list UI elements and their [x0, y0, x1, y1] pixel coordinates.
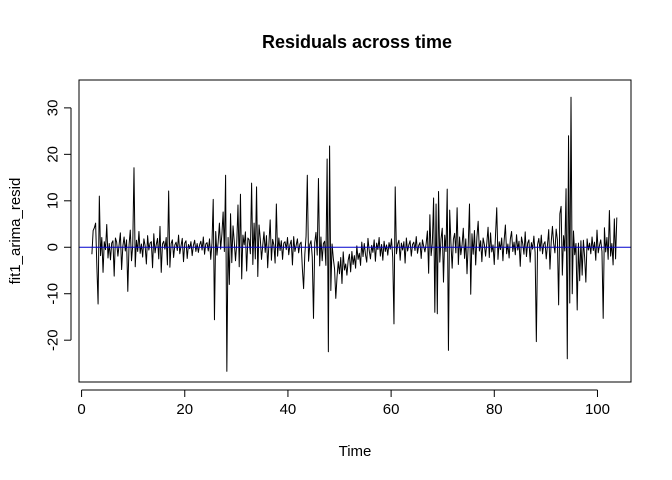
chart-title: Residuals across time — [262, 32, 452, 52]
y-tick-label: 20 — [45, 146, 62, 163]
x-tick-label: 20 — [176, 401, 193, 418]
y-tick-label: -10 — [45, 283, 62, 305]
x-tick-label: 80 — [486, 401, 503, 418]
y-axis-label: fit1_arima_resid — [7, 178, 24, 285]
y-tick-label: 10 — [45, 192, 62, 209]
x-tick-label: 60 — [383, 401, 400, 418]
plot-area — [79, 96, 631, 372]
y-tick-label: -20 — [45, 329, 62, 351]
x-axis-label: Time — [339, 443, 372, 460]
y-tick-label: 0 — [45, 243, 62, 251]
x-tick-label: 100 — [585, 401, 610, 418]
x-tick-label: 0 — [77, 401, 85, 418]
y-axis: -20 -10 0 10 20 30 — [45, 100, 72, 351]
x-axis: 0 20 40 60 80 100 — [77, 389, 610, 418]
x-tick-label: 40 — [280, 401, 297, 418]
residual-series-line — [91, 96, 618, 372]
plot-frame — [78, 79, 632, 383]
y-tick-label: 30 — [45, 100, 62, 117]
